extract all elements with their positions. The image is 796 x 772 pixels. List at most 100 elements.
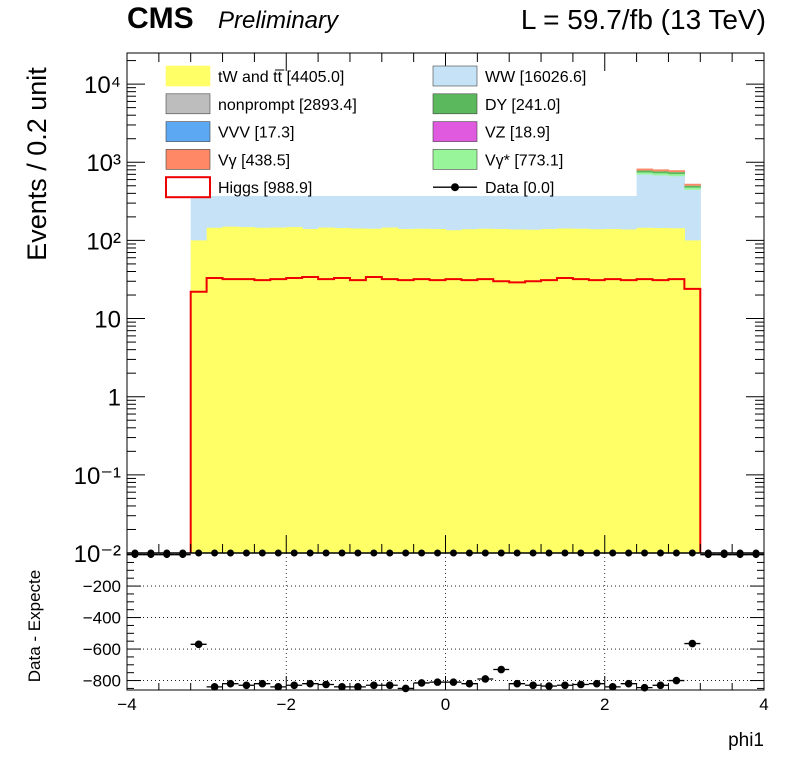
- y-tick-label: 10⁴: [84, 72, 121, 99]
- ratio-point: [672, 676, 681, 685]
- ratio-point: [704, 551, 712, 559]
- vgamma-sliver: [684, 183, 701, 186]
- ratio-point: [131, 551, 139, 559]
- vgammastar-sliver: [684, 187, 701, 190]
- dy-sliver: [668, 172, 685, 175]
- tw-bar: [604, 228, 622, 554]
- legend-swatch: [432, 65, 478, 87]
- ratio-point: [210, 683, 219, 691]
- ratio-point: [194, 640, 203, 649]
- legend-swatch: [165, 176, 211, 199]
- higgs-line: [189, 276, 702, 553]
- tw-bar: [652, 228, 670, 554]
- tw-bar: [334, 228, 351, 554]
- tw-bar: [286, 227, 303, 554]
- ratio-point: [179, 551, 187, 559]
- ratio-x-tick-label: −4: [117, 695, 136, 714]
- tw-bar: [620, 229, 638, 553]
- ratio-point: [608, 683, 617, 691]
- legend-label: DY [241.0]: [485, 97, 560, 114]
- ratio-point: [513, 679, 521, 688]
- main-y-axis-label: Events / 0.2 unit: [22, 67, 52, 261]
- tw-bar: [429, 228, 447, 554]
- tw-bar: [238, 227, 255, 554]
- ratio-y-tick-label: −400: [83, 609, 121, 628]
- ratio-point: [465, 679, 474, 688]
- ratio-point: [385, 681, 394, 690]
- tw-bar: [477, 228, 494, 553]
- ratio-y-axis-label: Data - Expecte: [25, 570, 44, 682]
- ratio-point: [529, 681, 537, 690]
- ratio-point: [497, 665, 506, 674]
- ratio-point: [370, 681, 378, 690]
- y-tick-label: 10: [94, 307, 121, 334]
- legend-swatch: [432, 93, 478, 115]
- ratio-point: [592, 679, 601, 688]
- luminosity-label: L = 59.7/fb (13 TeV): [520, 4, 766, 35]
- tw-bar: [349, 228, 367, 553]
- tw-bar: [668, 228, 685, 554]
- legend-swatch: [165, 65, 211, 87]
- legend-swatch: [165, 121, 211, 142]
- ratio-point: [306, 679, 314, 688]
- y-tick-label: 1: [108, 385, 121, 412]
- tw-bar: [461, 229, 478, 553]
- tw-bar: [222, 226, 240, 553]
- y-tick-label: 10²: [86, 228, 121, 255]
- legend-label: Vγ* [773.1]: [485, 152, 563, 169]
- vgammastar-sliver: [636, 172, 654, 175]
- ratio-point: [481, 675, 490, 683]
- ratio-point: [688, 639, 697, 648]
- tw-bar: [509, 229, 526, 553]
- tw-bar: [365, 228, 383, 553]
- vgamma-sliver: [668, 170, 685, 173]
- legend-label: Vγ [438.5]: [218, 152, 290, 169]
- ratio-point: [274, 683, 283, 691]
- legend-label: WW [16026.6]: [485, 69, 586, 86]
- tw-bar: [190, 240, 208, 553]
- ratio-point: [752, 551, 760, 559]
- tw-bar: [318, 227, 335, 553]
- legend-swatch: [432, 121, 478, 142]
- ratio-x-tick-label: 0: [441, 695, 450, 714]
- ratio-point: [242, 681, 251, 690]
- legend-label: VVV [17.3]: [218, 125, 295, 142]
- legend-label: Higgs [988.9]: [218, 180, 312, 197]
- ratio-point: [624, 679, 633, 688]
- ratio-point: [290, 681, 299, 690]
- ratio-point: [258, 679, 267, 688]
- ratio-point: [449, 678, 458, 686]
- status-label: Preliminary: [218, 7, 339, 34]
- tw-bar: [684, 240, 701, 553]
- ratio-x-tick-label: 4: [759, 695, 768, 714]
- ratio-x-tick-label: 2: [600, 695, 609, 714]
- dy-sliver: [652, 171, 670, 174]
- ratio-point: [338, 683, 346, 691]
- ratio-point: [656, 681, 665, 690]
- ratio-point: [417, 679, 426, 687]
- tw-bar: [636, 227, 654, 553]
- x-axis-label: phi1: [728, 730, 764, 751]
- ratio-y-tick-label: −800: [83, 672, 121, 691]
- y-tick-label: 10⁻²: [74, 541, 121, 568]
- ratio-point: [545, 682, 553, 690]
- tw-bar: [206, 227, 224, 553]
- main-stack-layer: [189, 168, 702, 554]
- y-tick-label: 10⁻¹: [74, 463, 121, 490]
- legend-swatch: [432, 149, 478, 170]
- tw-bar: [445, 230, 463, 553]
- legend-label: Data [0.0]: [485, 180, 554, 197]
- experiment-label: CMS: [127, 2, 194, 35]
- tw-bar: [572, 228, 590, 553]
- tw-bar: [493, 228, 510, 554]
- tw-bar: [381, 227, 399, 553]
- tw-bar: [302, 228, 319, 554]
- vgammastar-sliver: [652, 173, 670, 176]
- ratio-y-tick-label: −200: [83, 577, 121, 596]
- ratio-point: [720, 551, 728, 559]
- tw-bar: [270, 227, 287, 553]
- ratio-panel: −800 −600 −400 −200 −4 −2 0 2 4: [83, 551, 769, 714]
- legend-swatch: [451, 183, 459, 192]
- ratio-x-tick-label: −2: [277, 695, 296, 714]
